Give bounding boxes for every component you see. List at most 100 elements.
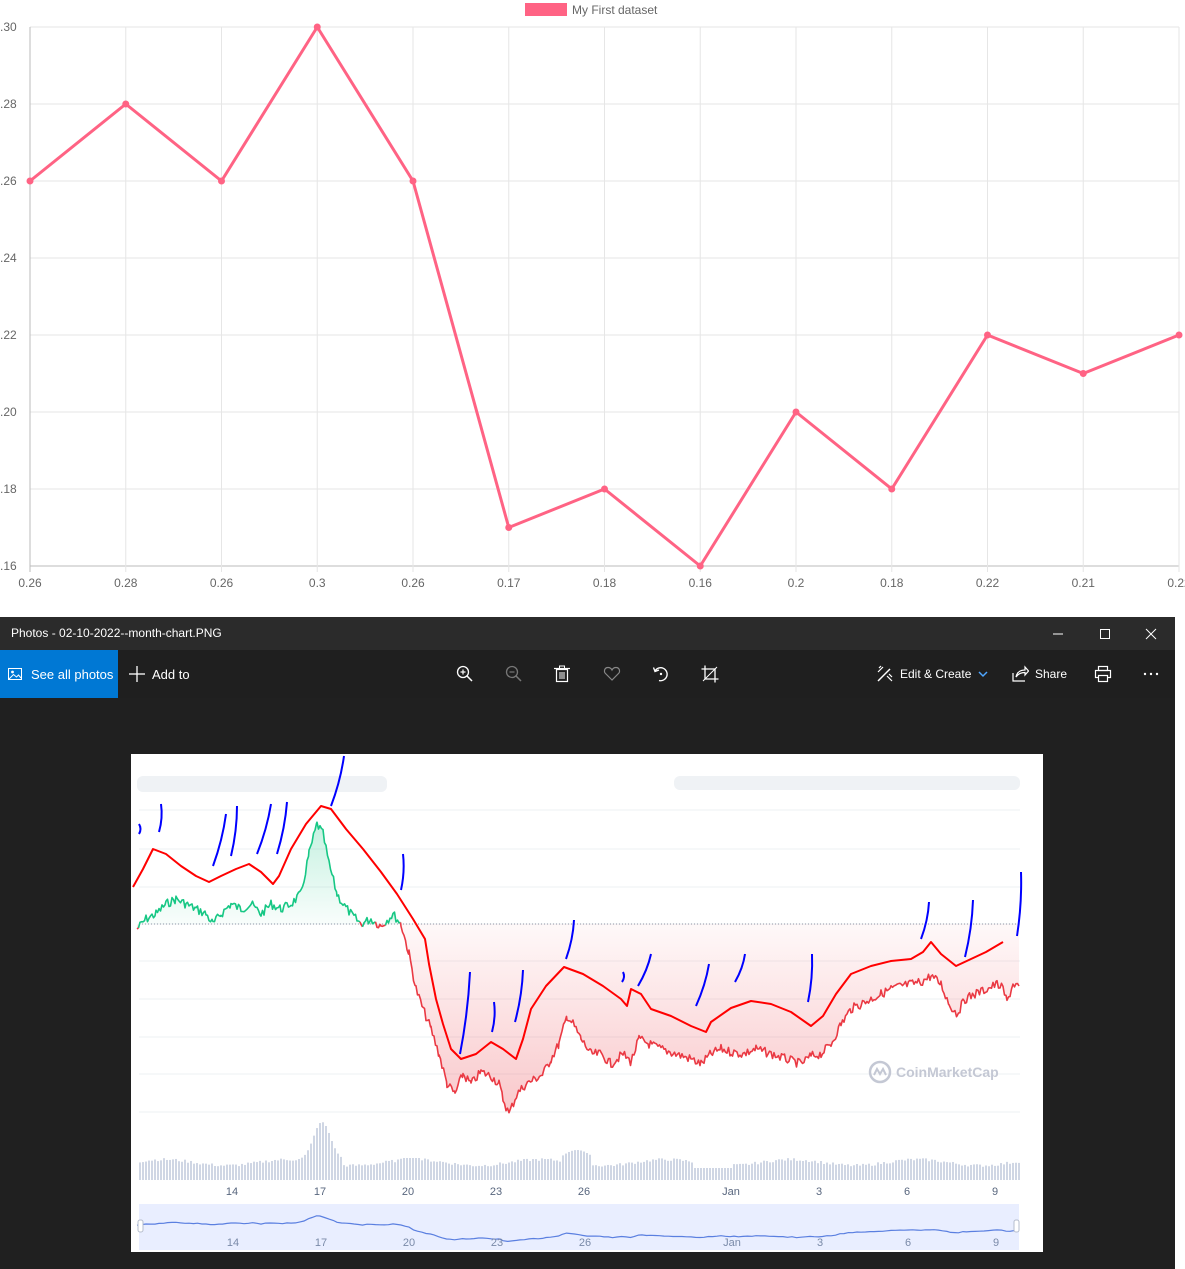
volume-bar: [205, 1163, 207, 1180]
volume-bar: [511, 1161, 513, 1180]
volume-bar: [619, 1163, 621, 1180]
volume-bar: [424, 1158, 426, 1180]
volume-bar: [370, 1164, 372, 1180]
volume-bar: [340, 1156, 342, 1180]
volume-bar: [937, 1161, 939, 1180]
close-icon: [1145, 628, 1157, 639]
volume-bar: [952, 1161, 954, 1180]
volume-bar: [460, 1165, 462, 1180]
volume-bar: [886, 1163, 888, 1180]
share-button[interactable]: Share: [1011, 650, 1067, 698]
volume-bar: [154, 1159, 156, 1180]
blue-annotation-stroke: [1016, 871, 1023, 937]
data-point[interactable]: [792, 408, 800, 416]
red-hand-annotation: [132, 805, 1004, 1060]
navigator[interactable]: [139, 1204, 1019, 1250]
volume-bar: [412, 1158, 414, 1180]
volume-bar: [337, 1153, 339, 1180]
add-to-button[interactable]: Add to: [128, 650, 190, 698]
blue-hand-annotations: [138, 755, 1023, 1055]
volume-bar: [244, 1164, 246, 1180]
data-point[interactable]: [409, 177, 417, 185]
data-point[interactable]: [1079, 370, 1087, 377]
blue-annotation-stroke: [565, 919, 575, 960]
volume-bar: [439, 1161, 441, 1180]
price-line-up: [384, 911, 401, 926]
data-point[interactable]: [696, 562, 704, 570]
volume-bar: [163, 1158, 165, 1180]
volume-bar: [400, 1158, 402, 1180]
volume-bar: [181, 1161, 183, 1180]
data-point[interactable]: [984, 331, 991, 339]
price-line-up: [361, 916, 376, 928]
data-point[interactable]: [26, 177, 34, 185]
data-point[interactable]: [505, 524, 513, 531]
data-point[interactable]: [601, 485, 608, 493]
volume-bar: [682, 1160, 684, 1180]
navigator-handle-right[interactable]: [1013, 1219, 1020, 1233]
close-button[interactable]: [1128, 617, 1174, 650]
volume-bar: [508, 1162, 510, 1180]
volume-bar: [451, 1164, 453, 1180]
x-tick-label: 0.17: [497, 576, 521, 590]
see-all-photos-button[interactable]: See all photos: [0, 650, 118, 698]
price-line-down: [136, 927, 139, 930]
data-point[interactable]: [888, 485, 896, 493]
volume-bar: [622, 1165, 624, 1180]
navigator-date-label: 23: [491, 1237, 503, 1249]
volume-bar: [661, 1158, 663, 1180]
volume-bar: [604, 1165, 606, 1180]
chart-legend[interactable]: My First dataset: [525, 3, 658, 17]
volume-bar: [817, 1163, 819, 1180]
edit-create-button[interactable]: Edit & Create: [876, 650, 989, 698]
y-tick-label: .26: [0, 174, 17, 188]
volume-bar: [268, 1162, 270, 1180]
rotate-button[interactable]: [649, 662, 673, 686]
volume-bar: [556, 1160, 558, 1180]
navigator-handle-left[interactable]: [137, 1219, 144, 1233]
volume-bar: [322, 1122, 324, 1180]
add-to-label: Add to: [152, 666, 190, 682]
navigator-date-label: 20: [403, 1237, 415, 1249]
volume-bar: [550, 1158, 552, 1180]
minimize-button[interactable]: [1035, 617, 1081, 650]
chart-grid: [29, 26, 1180, 572]
date-axis: 14 17 20 23 26 Jan 3 6 9: [226, 1186, 998, 1198]
volume-bar: [352, 1164, 354, 1180]
delete-button[interactable]: [550, 662, 574, 686]
image-viewer[interactable]: 14 17 20 23 26 Jan 3 6 9 14 17 20 23 26 Jan 3 6 9 CoinMa…: [0, 698, 1175, 1269]
data-point[interactable]: [218, 177, 225, 185]
volume-bar: [1012, 1162, 1014, 1180]
volume-bar: [769, 1162, 771, 1180]
zoom-out-button[interactable]: [502, 662, 526, 686]
data-point[interactable]: [122, 100, 130, 108]
volume-bar: [355, 1165, 357, 1180]
volume-bar: [997, 1165, 999, 1180]
volume-bar: [538, 1160, 540, 1180]
data-point[interactable]: [1175, 331, 1183, 339]
blue-annotation-stroke: [920, 901, 930, 940]
zoom-in-button[interactable]: [453, 662, 477, 686]
crop-button[interactable]: [698, 662, 722, 686]
x-tick-label: 0.16: [689, 576, 713, 590]
print-button[interactable]: [1091, 662, 1115, 686]
favorite-button[interactable]: [600, 662, 624, 686]
maximize-button[interactable]: [1082, 617, 1128, 650]
watermark-text: CoinMarketCap: [896, 1064, 999, 1080]
x-axis-ticks: 0.26 0.28 0.26 0.3 0.26 0.17 0.18 0.16 0.2 0.18 0.…: [18, 576, 1185, 590]
data-point[interactable]: [313, 23, 321, 31]
volume-bar: [499, 1162, 501, 1180]
title-bar[interactable]: Photos - 02-10-2022--month-chart.PNG: [0, 617, 1175, 650]
volume-bar: [1003, 1164, 1005, 1180]
volume-bar: [586, 1153, 588, 1180]
volume-bar: [376, 1163, 378, 1180]
volume-bar: [184, 1159, 186, 1180]
more-options-button[interactable]: [1139, 662, 1163, 686]
volume-bar: [919, 1158, 921, 1180]
volume-bar: [310, 1143, 312, 1180]
volume-bar: [535, 1159, 537, 1180]
volume-bar: [172, 1159, 174, 1180]
x-tick-label: 0.22: [976, 576, 1000, 590]
volume-bar: [874, 1165, 876, 1180]
volume-bar: [628, 1162, 630, 1180]
